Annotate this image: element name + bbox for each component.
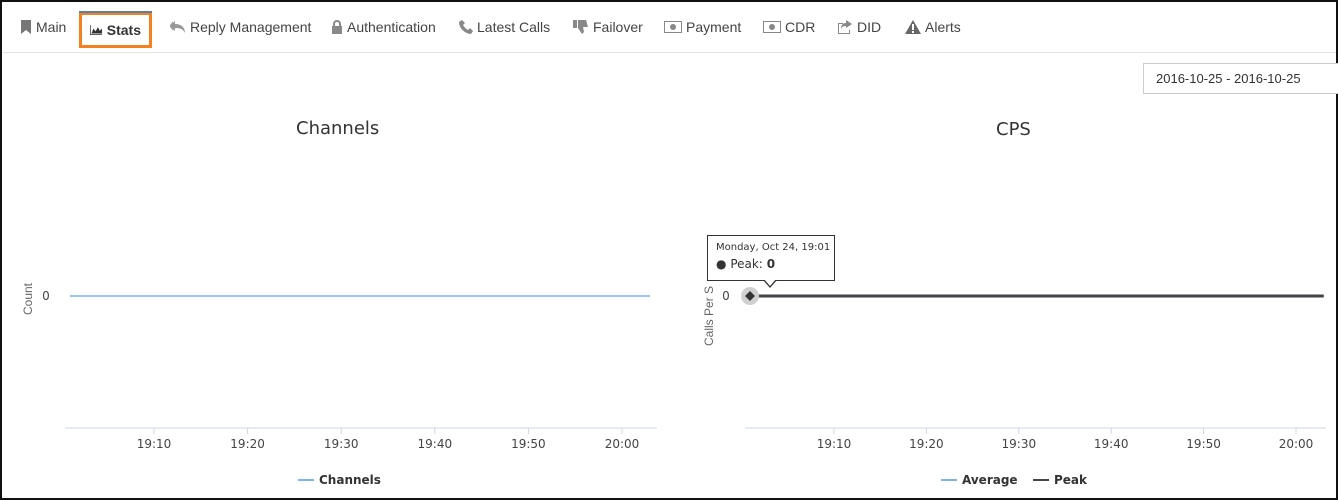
- chart-tooltip: Monday, Oct 24, 19:01 ● Peak: 0: [707, 235, 835, 288]
- y-tick-label: 0: [42, 289, 50, 303]
- x-tick-label: 19:50: [511, 437, 546, 451]
- hover-halo: [741, 287, 759, 305]
- money-icon: [664, 21, 682, 33]
- tab-cdr[interactable]: CDR: [763, 14, 815, 40]
- x-tick-label: 19:20: [230, 437, 265, 451]
- tooltip-bullet: ●: [716, 257, 727, 271]
- hover-point: [745, 291, 755, 301]
- y-axis-label-cps: Calls Per S: [702, 285, 716, 346]
- lock-icon: [332, 20, 342, 34]
- tab-label: Failover: [593, 19, 643, 35]
- x-tick-label: 19:40: [418, 437, 453, 451]
- tab-label: Authentication: [347, 19, 436, 35]
- tab-bar: Main Stats Reply Management Authenticati…: [2, 2, 1336, 53]
- warning-icon: [905, 20, 921, 34]
- x-tick-label: 19:10: [137, 437, 172, 451]
- chart-title-cps: CPS: [996, 119, 1031, 140]
- x-tick-label: 19:30: [324, 437, 359, 451]
- share-icon: [838, 20, 852, 34]
- tab-latest-calls[interactable]: Latest Calls: [459, 14, 550, 40]
- x-tick-label: 19:30: [1002, 437, 1037, 451]
- y-tick-label: 0: [722, 289, 730, 303]
- x-tick-label: 19:50: [1186, 437, 1221, 451]
- date-range-picker[interactable]: 2016-10-25 - 2016-10-25: [1143, 63, 1338, 94]
- tooltip-row: ● Peak: 0: [716, 257, 834, 271]
- tab-reply-management[interactable]: Reply Management: [170, 14, 311, 40]
- phone-icon: [459, 20, 473, 34]
- x-tick-label: 20:00: [605, 437, 640, 451]
- tab-label: Latest Calls: [477, 19, 551, 35]
- legend-item: Peak: [1054, 473, 1088, 487]
- tab-payment[interactable]: Payment: [664, 14, 741, 40]
- reply-all-icon: [170, 21, 185, 33]
- chart-title-channels: Channels: [296, 118, 380, 139]
- legend-item: Channels: [319, 473, 381, 487]
- tab-label: Stats: [106, 22, 141, 38]
- tab-alerts[interactable]: Alerts: [905, 14, 961, 40]
- tab-label: Main: [36, 19, 67, 35]
- tab-did[interactable]: DID: [837, 14, 881, 40]
- bookmark-icon: [21, 20, 31, 34]
- tab-authentication[interactable]: Authentication: [331, 14, 436, 40]
- tab-label: DID: [857, 19, 882, 35]
- x-tick-label: 19:20: [909, 437, 944, 451]
- tab-label: CDR: [785, 19, 816, 35]
- y-axis-label-channels: Count: [21, 282, 35, 315]
- tooltip-series-label: Peak:: [730, 257, 763, 271]
- tooltip-value: 0: [766, 257, 776, 271]
- tab-main[interactable]: Main: [20, 14, 66, 40]
- tab-label: Payment: [686, 19, 742, 35]
- legend-item: Average: [962, 473, 1018, 487]
- tab-stats[interactable]: Stats: [79, 11, 152, 48]
- thumbs-down-icon: [573, 20, 588, 34]
- x-tick-label: 19:10: [817, 437, 852, 451]
- tooltip-date: Monday, Oct 24, 19:01: [716, 242, 831, 253]
- tab-label: Reply Management: [190, 19, 312, 35]
- tab-failover[interactable]: Failover: [573, 14, 643, 40]
- x-tick-label: 19:40: [1094, 437, 1129, 451]
- area-chart-icon: [90, 25, 103, 35]
- money-icon: [763, 21, 781, 33]
- x-tick-label: 20:00: [1279, 437, 1314, 451]
- tab-label: Alerts: [925, 19, 961, 35]
